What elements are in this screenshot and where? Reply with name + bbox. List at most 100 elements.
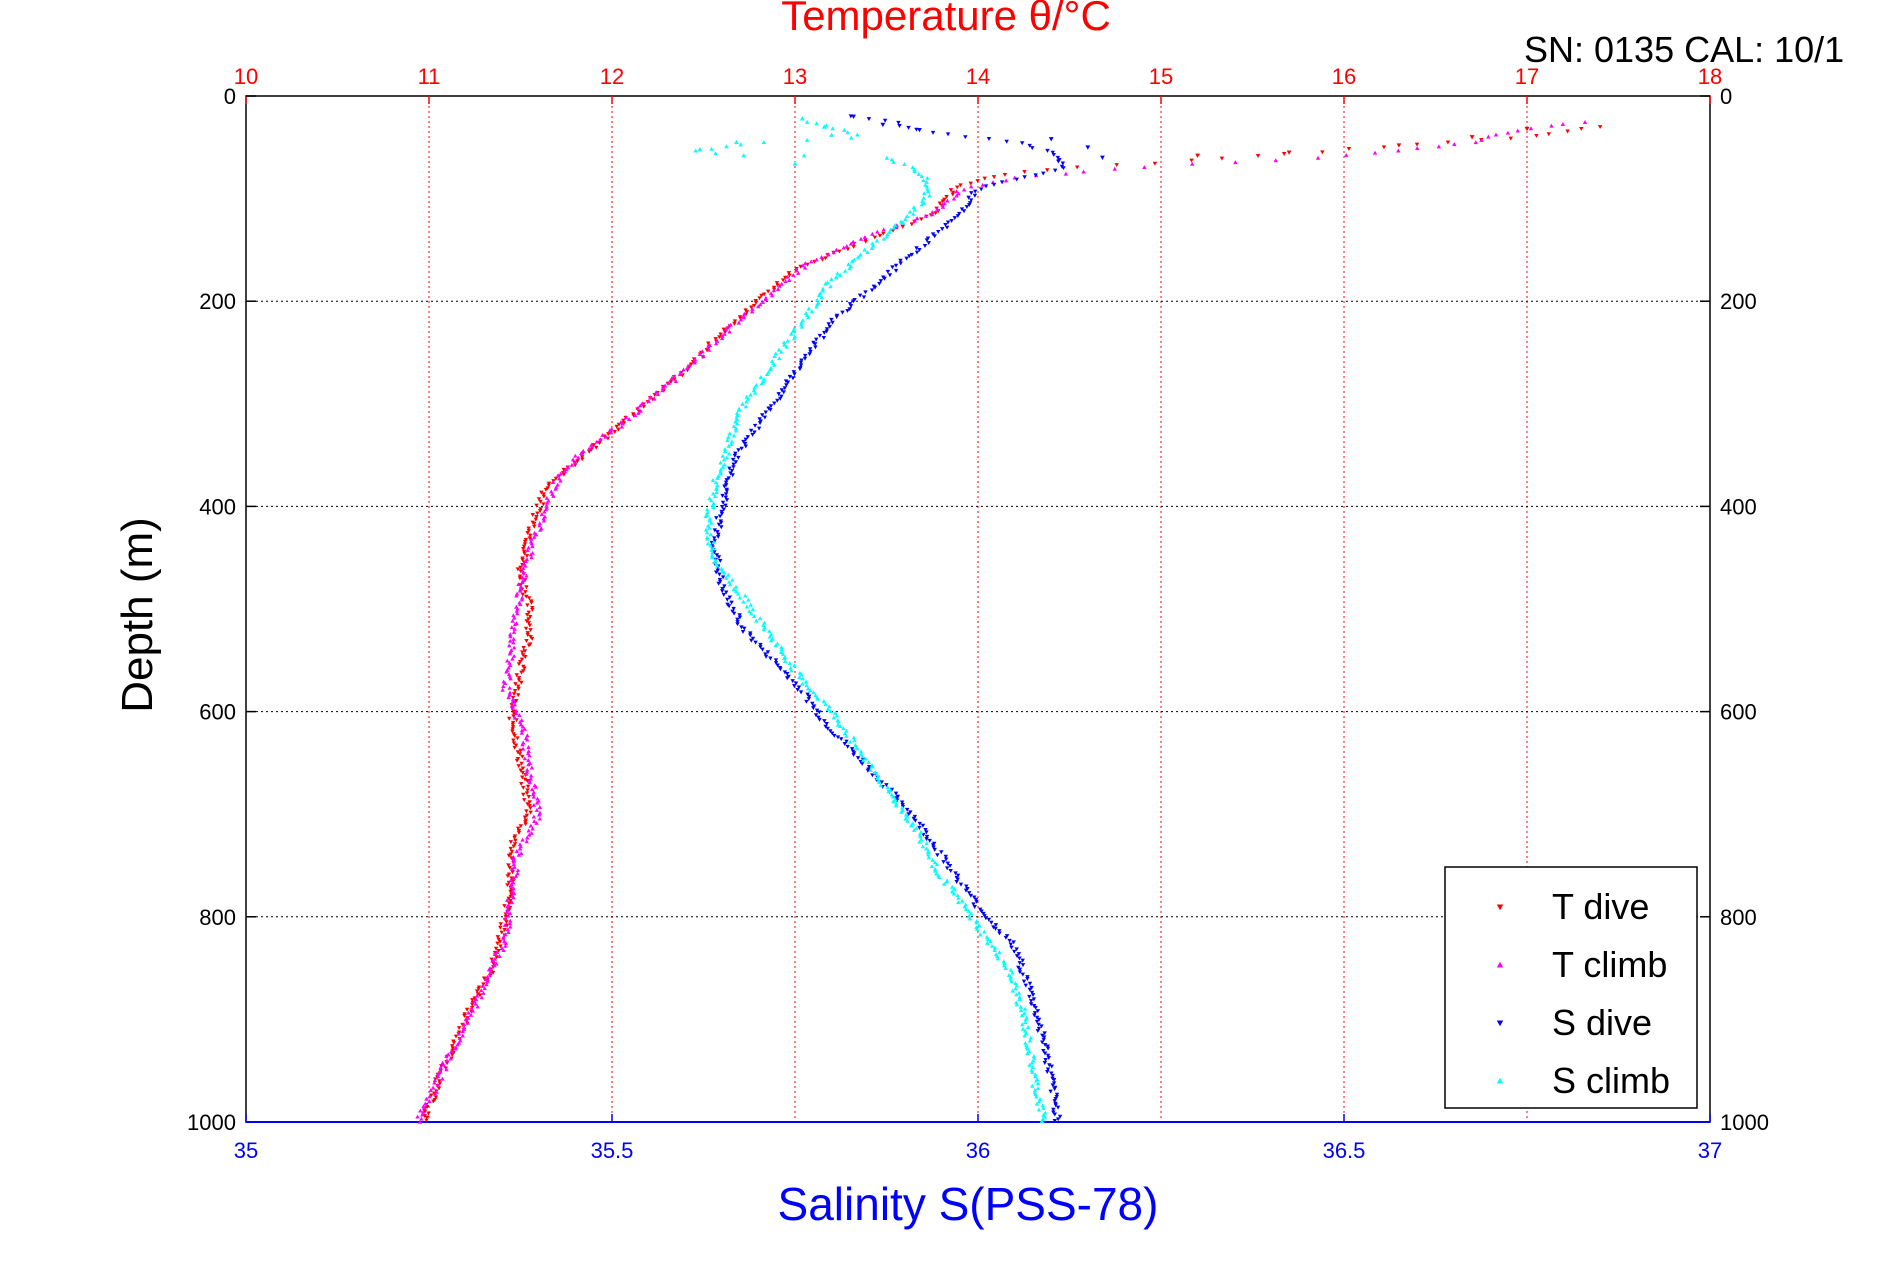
legend-marker: [1496, 961, 1504, 968]
data-point: [539, 512, 545, 517]
data-point: [936, 229, 941, 234]
data-point: [920, 844, 925, 849]
data-point: [1042, 1051, 1048, 1056]
data-point: [727, 595, 732, 600]
data-point: [517, 576, 523, 581]
data-point: [1020, 958, 1025, 963]
data-point: [515, 611, 520, 616]
data-point: [882, 118, 888, 123]
data-point: [890, 228, 896, 233]
data-point: [508, 846, 513, 851]
data-point: [482, 986, 487, 991]
data-point: [1051, 1078, 1057, 1083]
data-point: [791, 326, 797, 331]
data-point: [1027, 143, 1032, 148]
data-point: [728, 322, 733, 327]
data-point: [744, 604, 750, 609]
data-point: [449, 1049, 454, 1054]
data-point: [1002, 963, 1007, 968]
data-point: [757, 616, 763, 621]
data-point: [870, 764, 875, 769]
data-point: [1597, 125, 1603, 130]
data-point: [924, 846, 929, 851]
data-point: [523, 820, 528, 825]
data-point: [1029, 1069, 1035, 1074]
data-point: [716, 581, 721, 586]
data-point: [504, 920, 509, 925]
data-point: [914, 216, 920, 221]
data-point: [492, 963, 497, 968]
data-point: [896, 120, 901, 125]
data-point: [758, 645, 763, 650]
data-point: [720, 586, 725, 591]
data-point: [763, 654, 769, 659]
data-point: [824, 329, 829, 334]
data-point: [791, 336, 797, 341]
data-point: [681, 367, 686, 372]
data-point: [865, 249, 870, 254]
data-point: [519, 728, 525, 733]
data-point: [512, 702, 518, 707]
data-point: [544, 495, 550, 500]
data-point: [1035, 1081, 1041, 1086]
data-point: [521, 792, 526, 797]
data-point: [705, 541, 711, 546]
data-point: [543, 507, 549, 512]
data-point: [760, 647, 765, 652]
data-point: [655, 392, 661, 397]
data-point: [806, 315, 811, 320]
data-point: [420, 1112, 425, 1117]
data-point: [1034, 1094, 1039, 1099]
data-point: [992, 945, 998, 950]
data-point: [506, 853, 512, 858]
data-point: [1045, 1044, 1050, 1049]
data-point: [533, 784, 539, 789]
data-point: [748, 602, 753, 607]
data-point: [505, 883, 510, 888]
data-point: [523, 626, 529, 631]
data-point: [722, 446, 728, 451]
data-point: [1579, 126, 1584, 131]
data-point: [899, 809, 904, 814]
data-point: [949, 218, 954, 223]
depth-tick-label-left: 1000: [187, 1110, 236, 1135]
data-point: [878, 783, 884, 788]
data-point: [503, 940, 509, 945]
data-point: [1020, 1022, 1025, 1027]
data-point: [719, 566, 724, 571]
data-point: [1010, 970, 1015, 975]
data-point: [502, 927, 507, 932]
data-point: [925, 175, 930, 180]
data-point: [815, 302, 820, 306]
data-point: [778, 349, 784, 354]
data-point: [830, 126, 835, 131]
data-point: [980, 182, 985, 187]
data-point: [1042, 1114, 1048, 1119]
data-point: [851, 299, 856, 304]
data-point: [541, 516, 546, 521]
data-point: [932, 847, 937, 852]
data-point: [505, 874, 511, 879]
data-point: [876, 780, 882, 785]
data-point: [1219, 156, 1225, 161]
legend-item: T climb: [1496, 944, 1667, 985]
data-point: [1040, 1103, 1045, 1108]
data-point: [731, 465, 736, 470]
data-point: [716, 532, 721, 537]
data-point: [828, 284, 833, 289]
data-point: [470, 1002, 475, 1007]
data-point: [444, 1058, 450, 1063]
data-point: [797, 367, 803, 372]
data-point: [719, 589, 725, 594]
data-point: [810, 701, 815, 706]
data-point: [756, 304, 761, 309]
data-point: [813, 693, 818, 698]
data-point: [523, 822, 528, 827]
data-point: [819, 254, 824, 259]
data-point: [790, 376, 796, 381]
data-point: [586, 446, 592, 451]
data-point: [986, 136, 992, 141]
data-point: [917, 825, 922, 830]
data-point: [523, 563, 528, 568]
data-point: [710, 550, 715, 555]
